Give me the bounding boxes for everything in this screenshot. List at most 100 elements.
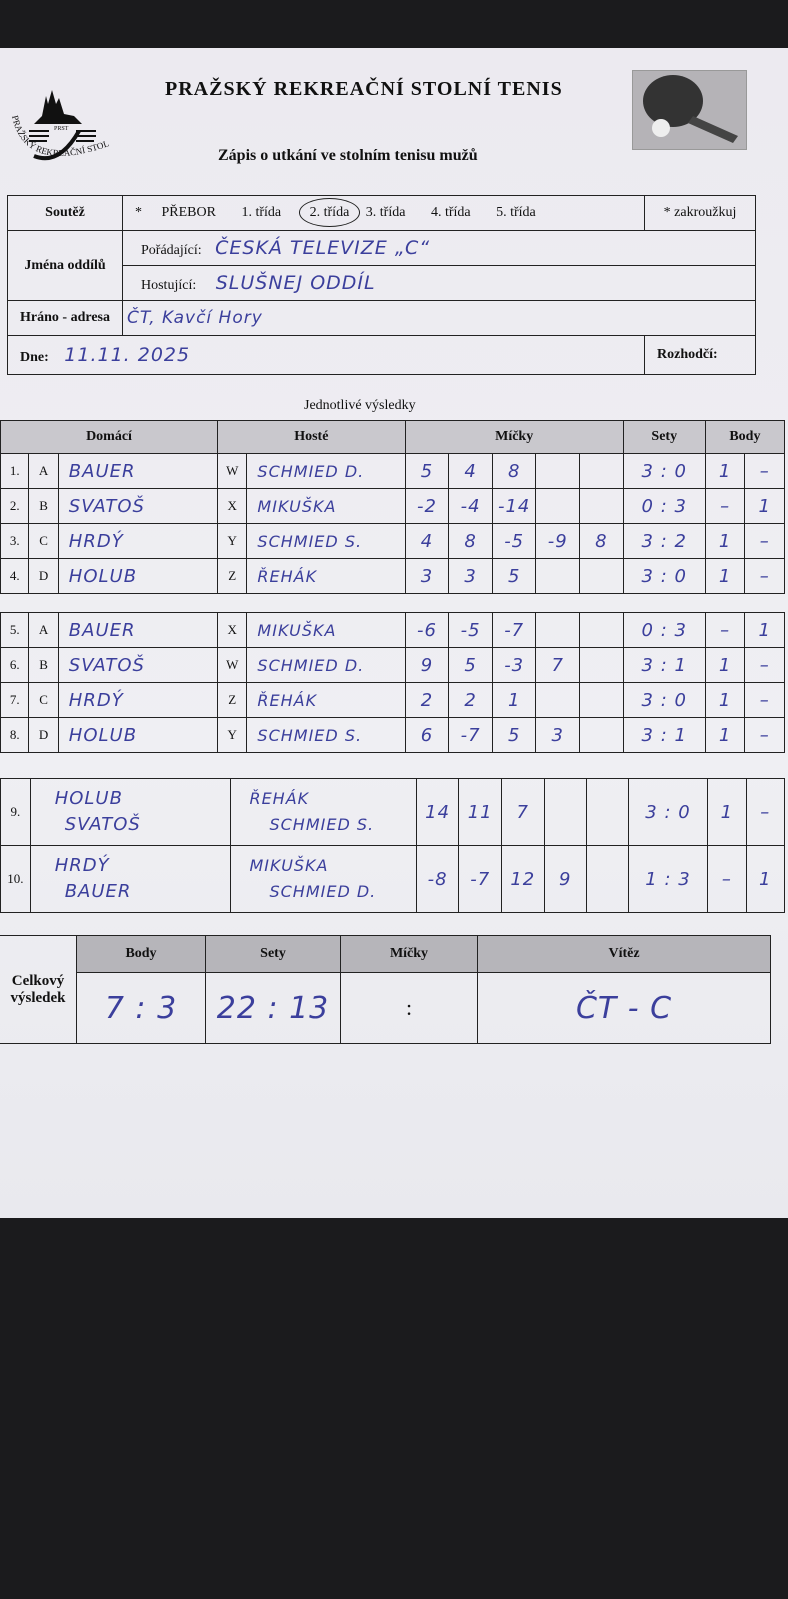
points-guest[interactable]: –: [744, 647, 785, 683]
home-player[interactable]: SVATOŠ: [57, 488, 219, 524]
set-score[interactable]: 3 : 1: [622, 717, 706, 753]
points-guest[interactable]: –: [744, 717, 785, 753]
points-home[interactable]: 1: [704, 453, 746, 489]
ball-score[interactable]: 3: [535, 717, 581, 753]
home-player[interactable]: BAUER: [57, 612, 219, 648]
ball-score[interactable]: 11: [458, 778, 502, 846]
ball-score[interactable]: -7: [448, 717, 493, 753]
ball-score[interactable]: [535, 558, 581, 594]
ball-score[interactable]: 1: [491, 682, 537, 718]
ball-score[interactable]: 2: [448, 682, 493, 718]
ball-score[interactable]: 5: [491, 558, 537, 594]
ball-score[interactable]: [579, 453, 624, 489]
ball-score[interactable]: [535, 682, 581, 718]
home-pair[interactable]: HRDÝ BAUER: [29, 845, 232, 913]
guest-player-2[interactable]: SCHMIED D.: [269, 882, 377, 901]
organizer-value[interactable]: ČESKÁ TELEVIZE „C“: [215, 237, 431, 259]
ball-score[interactable]: [535, 488, 581, 524]
option-3-trida[interactable]: 3. třída: [365, 205, 406, 220]
points-home[interactable]: 1: [704, 647, 746, 683]
guest-player[interactable]: SCHMIED S.: [246, 717, 406, 753]
ball-score[interactable]: -4: [448, 488, 493, 524]
option-2-trida-circled[interactable]: 2. třída: [298, 198, 361, 227]
option-4-trida[interactable]: 4. třída: [430, 205, 471, 220]
set-score[interactable]: 3 : 0: [622, 453, 706, 489]
home-player-2[interactable]: BAUER: [64, 881, 132, 902]
summary-balls[interactable]: :: [340, 972, 478, 1044]
ball-score[interactable]: 5: [491, 717, 537, 753]
set-score[interactable]: 3 : 0: [627, 778, 709, 846]
home-player-2[interactable]: SVATOŠ: [64, 814, 141, 835]
home-player[interactable]: SVATOŠ: [57, 647, 219, 683]
ball-score[interactable]: [585, 845, 629, 913]
guest-player[interactable]: MIKUŠKA: [246, 488, 406, 524]
ball-score[interactable]: -2: [404, 488, 450, 524]
summary-winner[interactable]: ČT - C: [477, 972, 771, 1044]
set-score[interactable]: 0 : 3: [622, 488, 706, 524]
ball-score[interactable]: [579, 488, 624, 524]
date-value[interactable]: 11.11. 2025: [64, 344, 191, 366]
ball-score[interactable]: 3: [448, 558, 493, 594]
points-guest[interactable]: 1: [744, 612, 785, 648]
home-player-1[interactable]: HOLUB: [54, 788, 123, 809]
ball-score[interactable]: 14: [415, 778, 460, 846]
home-player[interactable]: HOLUB: [57, 558, 219, 594]
home-player[interactable]: BAUER: [57, 453, 219, 489]
ball-score[interactable]: 4: [404, 523, 450, 559]
guest-pair[interactable]: MIKUŠKA SCHMIED D.: [230, 845, 417, 913]
ball-score[interactable]: 8: [491, 453, 537, 489]
set-score[interactable]: 3 : 0: [622, 682, 706, 718]
ball-score[interactable]: 4: [448, 453, 493, 489]
ball-score[interactable]: 3: [404, 558, 450, 594]
points-home[interactable]: –: [704, 488, 746, 524]
home-pair[interactable]: HOLUB SVATOŠ: [29, 778, 232, 846]
set-score[interactable]: 3 : 1: [622, 647, 706, 683]
guest-player-1[interactable]: ŘEHÁK: [249, 789, 310, 808]
ball-score[interactable]: -6: [404, 612, 450, 648]
home-player[interactable]: HRDÝ: [57, 682, 219, 718]
ball-score[interactable]: 9: [543, 845, 587, 913]
summary-sets[interactable]: 22 : 13: [205, 972, 341, 1044]
ball-score[interactable]: [535, 453, 581, 489]
ball-score[interactable]: 8: [579, 523, 624, 559]
ball-score[interactable]: [579, 612, 624, 648]
guest-player[interactable]: SCHMIED S.: [246, 523, 406, 559]
guest-player[interactable]: ŘEHÁK: [246, 682, 406, 718]
set-score[interactable]: 3 : 2: [622, 523, 706, 559]
guest-player[interactable]: MIKUŠKA: [246, 612, 406, 648]
option-5-trida[interactable]: 5. třída: [496, 205, 536, 220]
guest-player-1[interactable]: MIKUŠKA: [249, 856, 329, 875]
ball-score[interactable]: -5: [448, 612, 493, 648]
ball-score[interactable]: 2: [404, 682, 450, 718]
points-home[interactable]: 1: [707, 778, 747, 846]
summary-points[interactable]: 7 : 3: [76, 972, 206, 1044]
venue-value[interactable]: ČT, Kavčí Hory: [127, 308, 263, 328]
ball-score[interactable]: 12: [500, 845, 545, 913]
guest-value[interactable]: SLUŠNEJ ODDÍL: [215, 272, 376, 294]
set-score[interactable]: 0 : 3: [622, 612, 706, 648]
points-home[interactable]: 1: [704, 717, 746, 753]
ball-score[interactable]: [579, 717, 624, 753]
points-guest[interactable]: 1: [745, 845, 786, 913]
guest-player[interactable]: SCHMIED D.: [246, 647, 406, 683]
guest-player[interactable]: ŘEHÁK: [246, 558, 406, 594]
ball-score[interactable]: [585, 778, 629, 846]
guest-player[interactable]: SCHMIED D.: [246, 453, 406, 489]
points-guest[interactable]: –: [744, 453, 785, 489]
ball-score[interactable]: 7: [500, 778, 545, 846]
ball-score[interactable]: 9: [404, 647, 450, 683]
ball-score[interactable]: 6: [404, 717, 450, 753]
ball-score[interactable]: -3: [491, 647, 537, 683]
ball-score[interactable]: [579, 558, 624, 594]
points-home[interactable]: 1: [704, 558, 746, 594]
ball-score[interactable]: [579, 647, 624, 683]
points-guest[interactable]: 1: [744, 488, 785, 524]
points-guest[interactable]: –: [744, 682, 785, 718]
home-player-1[interactable]: HRDÝ: [54, 855, 110, 876]
ball-score[interactable]: -5: [491, 523, 537, 559]
ball-score[interactable]: 8: [448, 523, 493, 559]
points-home[interactable]: 1: [704, 523, 746, 559]
ball-score[interactable]: -7: [458, 845, 502, 913]
ball-score[interactable]: [535, 612, 581, 648]
ball-score[interactable]: 5: [448, 647, 493, 683]
